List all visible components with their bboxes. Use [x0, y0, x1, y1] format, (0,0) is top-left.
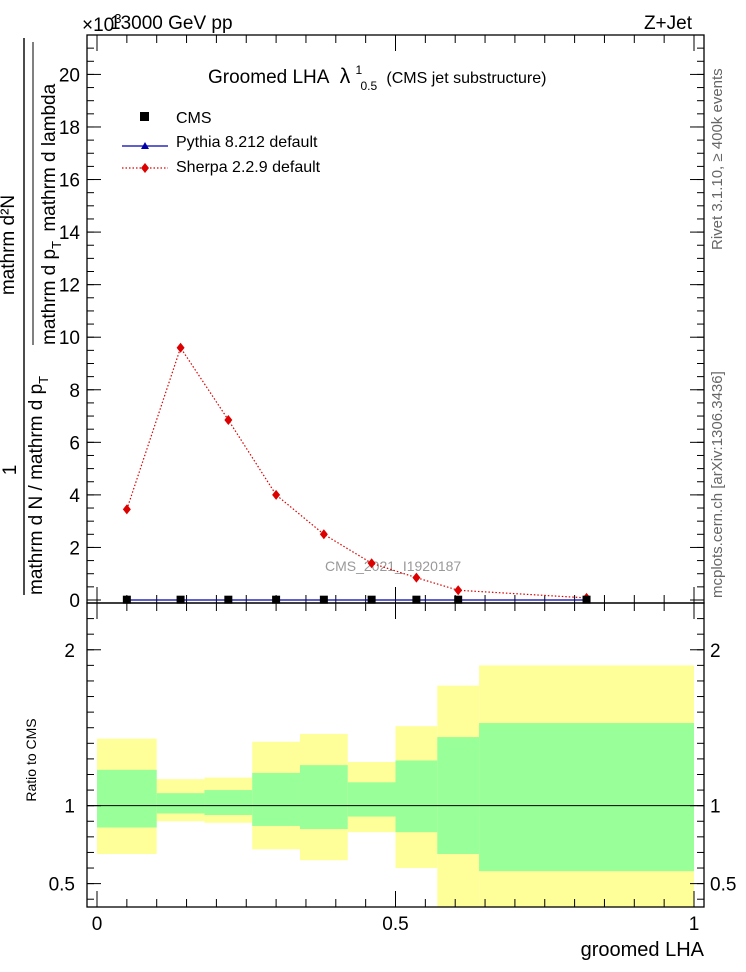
cms-point	[367, 595, 376, 604]
cms-point	[272, 595, 281, 604]
ratio-y-tick-label: 1	[64, 797, 75, 818]
ratio-band-bin	[252, 772, 300, 826]
energy-label: 13000 GeV pp	[110, 13, 233, 34]
legend-marker-pythia	[141, 142, 149, 149]
sherpa-point	[122, 504, 131, 515]
exponent-label: ×103	[82, 11, 121, 36]
main-series	[122, 342, 591, 604]
ratio-band-bin	[347, 782, 396, 817]
svg-text:mathrm d²N: mathrm d²N	[0, 195, 19, 295]
ratio-y-axis: 0.5 0.5 1 1 2 2	[49, 618, 736, 900]
sherpa-point	[272, 489, 281, 500]
cms-point	[176, 595, 185, 604]
legend-marker-sherpa	[141, 163, 149, 173]
legend-label-pythia: Pythia 8.212 default	[176, 134, 318, 151]
ratio-y-label: Ratio to CMS	[23, 718, 39, 801]
ratio-y-tick-label: 0.5	[710, 875, 736, 896]
main-y-tick-label: 10	[59, 328, 80, 349]
svg-text:mathrm d pT mathrm d lam: mathrm d pT mathrm d lambda	[39, 83, 66, 345]
main-y-tick-label: 2	[69, 538, 80, 559]
ratio-bands	[87, 665, 704, 907]
ratio-band-bin	[156, 793, 205, 814]
ratio-band-bin	[204, 790, 253, 816]
ratio-band-bin	[97, 769, 157, 828]
main-y-tick-label: 20	[59, 65, 80, 86]
x-tick-label: 1	[689, 914, 700, 935]
ratio-band-bin	[299, 765, 348, 830]
cms-point	[582, 595, 591, 604]
main-y-tick-label: 0	[69, 591, 80, 612]
main-x-ticks	[96, 35, 695, 603]
sherpa-line	[126, 346, 587, 599]
x-tick-label: 0.5	[382, 914, 408, 935]
ratio-band-bin	[479, 723, 694, 872]
ratio-band-bin	[395, 760, 438, 833]
cms-point	[454, 595, 463, 604]
rivet-label: Rivet 3.1.10, ≥ 400k events	[709, 68, 726, 250]
ratio-y-tick-label: 2	[710, 641, 721, 662]
sherpa-point	[367, 558, 376, 569]
sherpa-point	[176, 342, 185, 353]
cms-point	[224, 595, 233, 604]
process-label: Z+Jet	[644, 13, 693, 34]
ratio-band-bin	[437, 737, 480, 854]
sherpa-point	[319, 529, 328, 540]
ratio-y-tick-label: 2	[64, 641, 75, 662]
sherpa-point	[454, 585, 463, 596]
sherpa-point	[224, 414, 233, 425]
svg-text:1: 1	[0, 465, 21, 476]
sherpa-point	[412, 572, 421, 583]
analysis-watermark: CMS_2021_I1920187	[325, 558, 461, 574]
legend-marker-cms	[140, 112, 149, 121]
legend-label-cms: CMS	[176, 110, 212, 127]
main-y-tick-label: 8	[69, 381, 80, 402]
mcplots-label: mcplots.cern.ch [arXiv:1306.3436]	[709, 371, 726, 598]
main-y-tick-label: 16	[59, 171, 80, 192]
x-axis-label: groomed LHA	[581, 939, 705, 961]
main-y-tick-label: 4	[69, 486, 80, 507]
cms-point	[412, 595, 421, 604]
ratio-y-tick-label: 0.5	[49, 875, 75, 896]
main-y-axis: 0 2 4 6 8 10 12 14 16 18 20	[59, 34, 704, 612]
svg-text:mathrm d N / mathrm d pT: mathrm d N / mathrm d pT	[26, 376, 51, 595]
x-axis: 0 0.5 1	[92, 603, 700, 935]
x-tick-label: 0	[92, 914, 103, 935]
cms-point	[122, 595, 131, 604]
main-y-label: 1 mathrm d N / mathrm d pT mathrm d²N ma…	[0, 38, 66, 595]
legend-label-sherpa: Sherpa 2.2.9 default	[176, 159, 321, 176]
main-y-tick-label: 12	[59, 276, 80, 297]
main-y-tick-label: 6	[69, 433, 80, 454]
cms-point	[319, 595, 328, 604]
legend: CMS Pythia 8.212 default Sherpa 2.2.9 de…	[122, 110, 321, 176]
ratio-y-tick-label: 1	[710, 797, 721, 818]
main-y-tick-label: 18	[59, 118, 80, 139]
plot-title: Groomed LHA λ 1 0.5 (CMS jet substructur…	[208, 58, 546, 95]
main-y-tick-label: 14	[59, 223, 81, 244]
